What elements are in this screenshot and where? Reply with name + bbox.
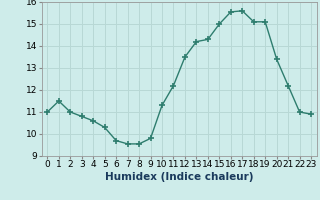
X-axis label: Humidex (Indice chaleur): Humidex (Indice chaleur) bbox=[105, 172, 253, 182]
